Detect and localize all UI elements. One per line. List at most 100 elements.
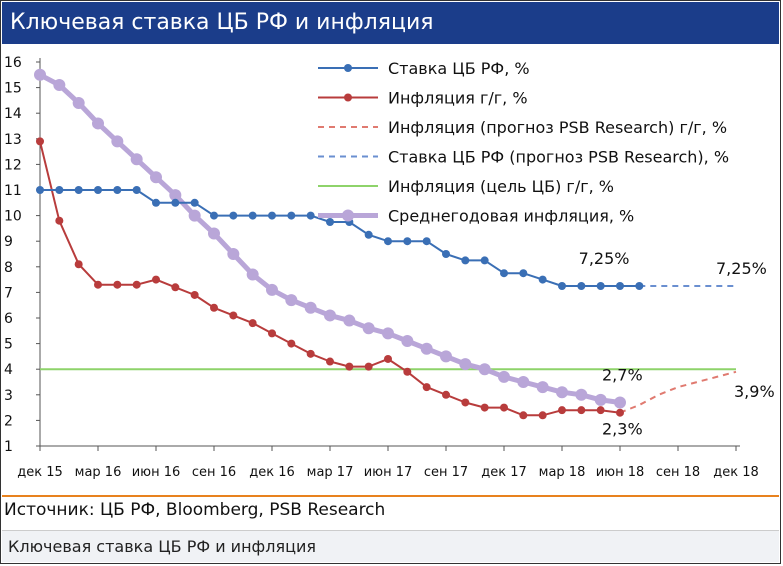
- data-point: [517, 376, 530, 388]
- data-point: [362, 322, 375, 335]
- data-point: [519, 411, 528, 420]
- data-label: 7,25%: [579, 249, 630, 268]
- data-point: [248, 319, 257, 328]
- legend-marker: [342, 209, 354, 222]
- chart-series: [34, 68, 737, 420]
- legend-marker: [344, 64, 352, 72]
- divider-line: [2, 495, 779, 497]
- data-point: [577, 406, 586, 415]
- data-point: [403, 237, 412, 246]
- legend-label: Среднегодовая инфляция, %: [388, 207, 634, 226]
- data-point: [384, 237, 392, 246]
- data-point: [55, 216, 64, 225]
- data-point: [188, 209, 201, 222]
- data-point: [171, 198, 180, 207]
- x-tick-label: дек 16: [249, 465, 295, 480]
- data-point: [326, 357, 334, 366]
- chart-annotations: 7,25% 7,25% 2,7% 2,3% 3,9%: [579, 249, 775, 439]
- data-point: [635, 282, 644, 290]
- data-point: [616, 282, 624, 290]
- y-tick-label: 16: [4, 55, 22, 71]
- data-point: [596, 406, 605, 415]
- data-point: [440, 350, 452, 363]
- data-point: [558, 282, 566, 290]
- y-tick-label: 10: [4, 209, 22, 225]
- data-point: [152, 198, 160, 207]
- data-point: [614, 396, 626, 409]
- data-point: [285, 294, 298, 307]
- data-point: [92, 117, 104, 130]
- data-label: 2,7%: [602, 365, 643, 384]
- x-tick-label: мар 18: [539, 465, 586, 480]
- y-tick-label: 7: [4, 285, 13, 301]
- x-tick-label: сен 16: [192, 465, 236, 480]
- data-point: [130, 153, 143, 166]
- data-point: [94, 280, 102, 289]
- data-point: [594, 393, 607, 406]
- data-point: [132, 280, 141, 289]
- data-point: [461, 398, 470, 407]
- data-point: [364, 230, 373, 239]
- data-label: 3,9%: [734, 382, 775, 401]
- data-point: [384, 354, 392, 363]
- data-point: [343, 314, 356, 327]
- y-tick-label: 1: [4, 439, 13, 455]
- data-point: [55, 186, 64, 194]
- x-tick-label: дек 18: [713, 465, 759, 480]
- x-tick-label: мар 17: [307, 465, 354, 480]
- data-point: [229, 211, 238, 220]
- data-point: [150, 171, 162, 184]
- data-point: [287, 211, 296, 220]
- data-point: [190, 198, 199, 207]
- data-point: [538, 275, 547, 284]
- y-tick-label: 11: [4, 183, 22, 199]
- data-point: [287, 339, 296, 348]
- data-point: [266, 283, 278, 296]
- data-point: [538, 411, 547, 420]
- data-point: [478, 363, 491, 376]
- data-point: [403, 367, 412, 376]
- data-point: [268, 211, 276, 220]
- data-point: [401, 335, 414, 348]
- data-point: [596, 282, 605, 290]
- data-point: [72, 96, 85, 109]
- source-text: Источник: ЦБ РФ, Bloomberg, PSB Research: [4, 500, 386, 520]
- x-tick-label: сен 17: [424, 465, 468, 480]
- series-line: [619, 370, 737, 414]
- data-point: [422, 383, 431, 392]
- data-point: [171, 283, 180, 292]
- data-point: [326, 218, 334, 226]
- data-point: [480, 256, 489, 265]
- y-tick-label: 8: [4, 260, 13, 276]
- y-tick-label: 4: [4, 362, 13, 378]
- data-point: [208, 227, 220, 240]
- x-tick-label: сен 18: [656, 465, 700, 480]
- data-point: [500, 403, 508, 412]
- data-point: [616, 408, 624, 417]
- y-tick-label: 14: [4, 106, 22, 122]
- data-point: [556, 386, 568, 399]
- data-point: [190, 290, 199, 299]
- data-point: [210, 211, 218, 220]
- data-point: [461, 256, 470, 265]
- y-tick-label: 6: [4, 311, 13, 327]
- legend-label: Инфляция г/г, %: [388, 89, 528, 108]
- y-tick-label: 12: [4, 157, 22, 173]
- data-point: [577, 282, 586, 290]
- data-point: [74, 260, 83, 269]
- legend-label: Инфляция (прогноз PSB Research) г/г, %: [388, 118, 727, 137]
- data-point: [246, 268, 259, 281]
- data-point: [227, 248, 240, 260]
- y-tick-label: 2: [4, 413, 13, 429]
- data-point: [575, 388, 588, 401]
- y-tick-label: 5: [4, 337, 13, 353]
- data-point: [74, 186, 83, 194]
- data-point: [442, 390, 450, 399]
- y-tick-label: 15: [4, 81, 22, 97]
- series-line: [40, 189, 640, 287]
- data-point: [442, 250, 450, 258]
- data-point: [500, 269, 508, 278]
